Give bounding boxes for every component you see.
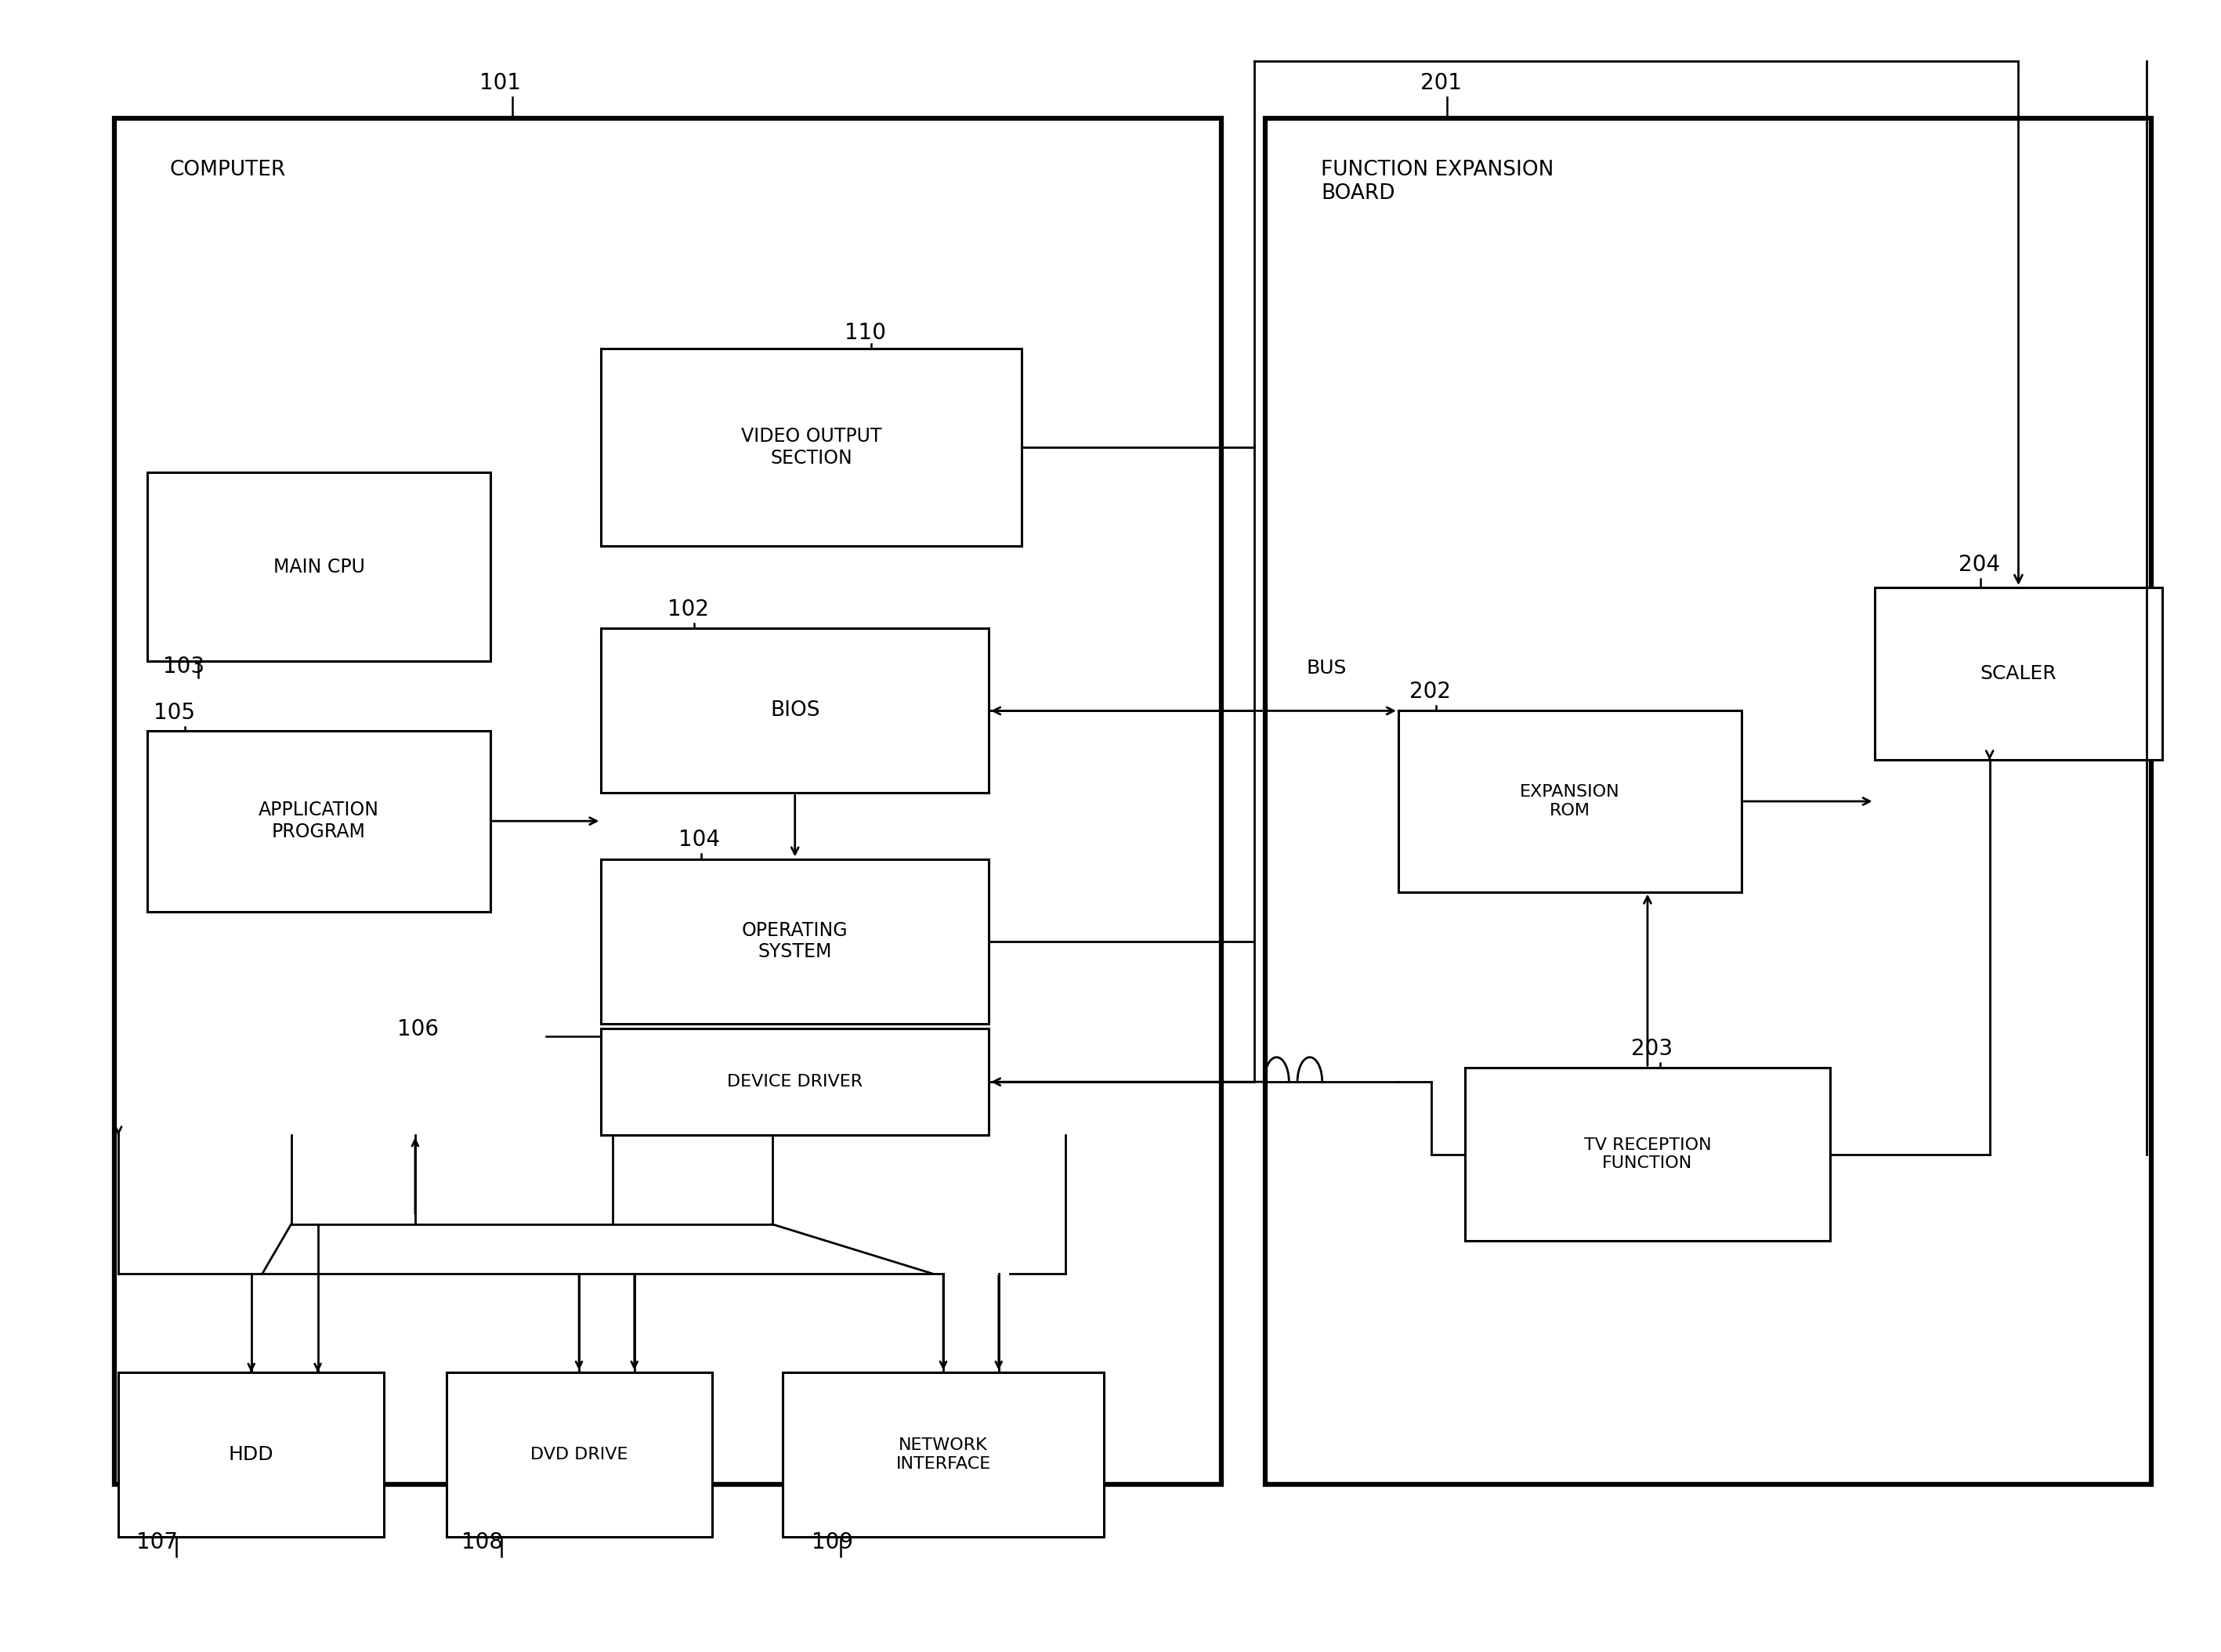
Text: OPERATING
SYSTEM: OPERATING SYSTEM xyxy=(742,920,848,961)
Text: TV RECEPTION
FUNCTION: TV RECEPTION FUNCTION xyxy=(1584,1137,1710,1171)
Text: 101: 101 xyxy=(480,71,522,94)
Bar xyxy=(1466,1067,1830,1241)
Text: 108: 108 xyxy=(462,1531,504,1553)
Text: 201: 201 xyxy=(1421,71,1461,94)
Text: FUNCTION EXPANSION
BOARD: FUNCTION EXPANSION BOARD xyxy=(1321,160,1555,203)
Text: 107: 107 xyxy=(135,1531,178,1553)
Text: COMPUTER: COMPUTER xyxy=(169,160,287,180)
Bar xyxy=(147,472,491,661)
Text: 109: 109 xyxy=(811,1531,853,1553)
Bar xyxy=(602,859,988,1024)
Text: VIDEO OUTPUT
SECTION: VIDEO OUTPUT SECTION xyxy=(742,428,882,468)
Bar xyxy=(1266,119,2152,1483)
Text: 202: 202 xyxy=(1410,681,1450,702)
Text: 110: 110 xyxy=(844,322,886,344)
Bar xyxy=(446,1373,713,1536)
Text: MAIN CPU: MAIN CPU xyxy=(273,557,364,577)
Text: NETWORK
INTERFACE: NETWORK INTERFACE xyxy=(895,1437,991,1472)
Text: DVD DRIVE: DVD DRIVE xyxy=(531,1447,629,1462)
Text: BUS: BUS xyxy=(1306,659,1346,677)
Text: APPLICATION
PROGRAM: APPLICATION PROGRAM xyxy=(258,801,380,841)
Bar xyxy=(147,730,491,912)
Text: HDD: HDD xyxy=(229,1446,273,1464)
Text: BIOS: BIOS xyxy=(771,700,820,720)
Text: DEVICE DRIVER: DEVICE DRIVER xyxy=(726,1074,862,1090)
Text: EXPANSION
ROM: EXPANSION ROM xyxy=(1519,785,1619,818)
Text: 106: 106 xyxy=(398,1018,440,1039)
Text: 105: 105 xyxy=(153,702,195,724)
Text: SCALER: SCALER xyxy=(1981,664,2057,684)
Text: 204: 204 xyxy=(1959,553,2001,577)
Text: 104: 104 xyxy=(680,829,720,851)
Bar xyxy=(782,1373,1104,1536)
Bar xyxy=(118,1373,384,1536)
Text: 103: 103 xyxy=(162,656,204,677)
Bar xyxy=(1875,588,2163,760)
Text: 102: 102 xyxy=(669,598,708,620)
Bar xyxy=(1399,710,1741,892)
Bar xyxy=(602,349,1022,547)
Bar xyxy=(602,1029,988,1135)
Bar xyxy=(113,119,1222,1483)
Text: 203: 203 xyxy=(1630,1037,1672,1059)
Bar xyxy=(602,628,988,793)
